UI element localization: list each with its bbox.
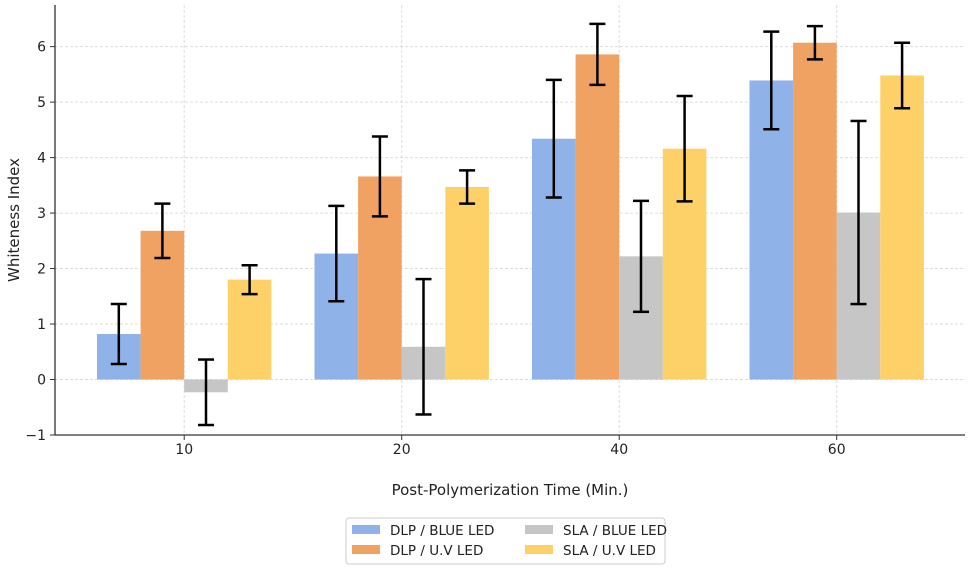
legend-label: SLA / BLUE LED <box>563 523 667 539</box>
x-tick-label: 60 <box>828 442 846 458</box>
gridlines <box>55 5 965 435</box>
y-tick-label: 6 <box>37 40 46 56</box>
bar-3-3 <box>880 75 924 380</box>
x-tick-label: 20 <box>393 442 411 458</box>
y-tick-label: 0 <box>37 373 46 389</box>
y-tick-label: 2 <box>37 262 46 278</box>
x-tick-label: 40 <box>610 442 628 458</box>
x-tick-label: 10 <box>175 442 193 458</box>
x-axis-label: Post-Polymerization Time (Min.) <box>392 481 629 499</box>
y-tick-label: 4 <box>37 151 46 167</box>
bar-1-2 <box>575 54 620 380</box>
legend-swatch <box>525 545 553 554</box>
axes <box>50 5 965 440</box>
legend: DLP / BLUE LED DLP / U.V LED SLA / BLUE LE… <box>345 517 667 565</box>
bars <box>97 42 924 393</box>
y-tick-label: 5 <box>37 95 46 111</box>
legend-label: SLA / U.V LED <box>563 543 656 559</box>
y-axis-label: Whiteness Index <box>5 158 23 282</box>
y-tick-label: −1 <box>25 428 46 444</box>
legend-label: DLP / U.V LED <box>390 543 483 559</box>
y-tick-label: 3 <box>37 206 46 222</box>
legend-swatch <box>352 545 380 554</box>
bar-3-1 <box>445 186 489 380</box>
legend-swatch <box>352 525 380 534</box>
legend-frame <box>345 517 666 565</box>
legend-swatch <box>525 525 553 534</box>
error-bars <box>110 22 911 427</box>
tick-labels: −1 0 1 2 3 4 5 6 10 20 40 60 <box>25 40 845 458</box>
legend-label: DLP / BLUE LED <box>390 523 494 539</box>
y-tick-label: 1 <box>37 317 46 333</box>
bar-3-0 <box>227 279 272 380</box>
bar-1-3 <box>793 42 837 380</box>
